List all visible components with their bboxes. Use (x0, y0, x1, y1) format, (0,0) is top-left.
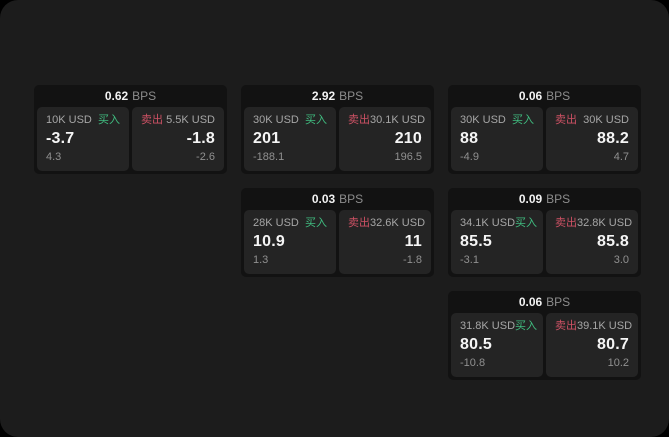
quote-card: 0.62 BPS 10K USD 买入 -3.7 4.3 卖出 5.5K USD (34, 85, 227, 174)
sell-panel[interactable]: 卖出 39.1K USD 80.7 10.2 (546, 313, 638, 377)
quote-panels: 10K USD 买入 -3.7 4.3 卖出 5.5K USD -1.8 -2.… (37, 107, 224, 171)
sell-price: 11 (404, 233, 422, 250)
buy-side-label: 买入 (305, 217, 327, 229)
card-header: 0.06 BPS (451, 291, 638, 313)
buy-delta: -10.8 (460, 357, 486, 369)
sell-side-label: 卖出 (555, 320, 577, 332)
sell-side-label: 卖出 (348, 217, 370, 229)
spread-value: 0.09 (518, 192, 543, 206)
buy-notional: 31.8K USD (460, 320, 516, 332)
buy-panel[interactable]: 30K USD 买入 88 -4.9 (451, 107, 543, 171)
card-header: 0.62 BPS (37, 85, 224, 107)
card-header: 0.03 BPS (244, 188, 431, 210)
buy-panel[interactable]: 30K USD 买入 201 -188.1 (244, 107, 336, 171)
buy-panel[interactable]: 31.8K USD 买入 80.5 -10.8 (451, 313, 543, 377)
quote-card: 0.03 BPS 28K USD 买入 10.9 1.3 卖出 32.6K US… (241, 188, 434, 277)
spread-value: 0.06 (518, 89, 543, 103)
buy-side-label: 买入 (515, 320, 538, 332)
spread-value: 0.62 (104, 89, 129, 103)
buy-delta: 4.3 (46, 151, 62, 163)
buy-price: 88 (460, 130, 479, 147)
sell-panel[interactable]: 卖出 30K USD 88.2 4.7 (546, 107, 638, 171)
sell-delta: 3.0 (613, 254, 629, 266)
quote-panels: 30K USD 买入 88 -4.9 卖出 30K USD 88.2 4.7 (451, 107, 638, 171)
sell-price: -1.8 (186, 130, 215, 147)
buy-price: 201 (253, 130, 281, 147)
buy-panel[interactable]: 34.1K USD 买入 85.5 -3.1 (451, 210, 543, 274)
card-header: 0.06 BPS (451, 85, 638, 107)
quote-card: 0.06 BPS 30K USD 买入 88 -4.9 卖出 30K USD (448, 85, 641, 174)
sell-notional: 30.1K USD (370, 114, 426, 126)
buy-price: 10.9 (253, 233, 285, 250)
spread-value: 0.06 (518, 295, 543, 309)
sell-notional: 32.6K USD (370, 217, 426, 229)
spread-value: 0.03 (311, 192, 336, 206)
buy-delta: -3.1 (460, 254, 479, 266)
sell-side-label: 卖出 (348, 114, 370, 126)
sell-notional: 30K USD (583, 114, 629, 126)
buy-side-label: 买入 (305, 114, 327, 126)
spread-unit-label: BPS (546, 192, 571, 206)
sell-panel[interactable]: 卖出 32.6K USD 11 -1.8 (339, 210, 431, 274)
buy-panel[interactable]: 28K USD 买入 10.9 1.3 (244, 210, 336, 274)
buy-panel[interactable]: 10K USD 买入 -3.7 4.3 (37, 107, 129, 171)
spread-value: 2.92 (311, 89, 336, 103)
quote-card: 0.09 BPS 34.1K USD 买入 85.5 -3.1 卖出 32.8K… (448, 188, 641, 277)
buy-delta: -188.1 (253, 151, 285, 163)
quote-panels: 28K USD 买入 10.9 1.3 卖出 32.6K USD 11 -1.8 (244, 210, 431, 274)
buy-side-label: 买入 (98, 114, 120, 126)
quote-panels: 31.8K USD 买入 80.5 -10.8 卖出 39.1K USD 80.… (451, 313, 638, 377)
buy-side-label: 买入 (515, 217, 538, 229)
spread-unit-label: BPS (339, 192, 364, 206)
sell-delta: -1.8 (403, 254, 422, 266)
sell-delta: 4.7 (613, 151, 629, 163)
buy-price: -3.7 (46, 130, 75, 147)
spread-unit-label: BPS (339, 89, 364, 103)
spread-unit-label: BPS (546, 89, 571, 103)
card-header: 2.92 BPS (244, 85, 431, 107)
buy-notional: 10K USD (46, 114, 92, 126)
sell-panel[interactable]: 卖出 5.5K USD -1.8 -2.6 (132, 107, 224, 171)
quote-panels: 30K USD 买入 201 -188.1 卖出 30.1K USD 210 1… (244, 107, 431, 171)
sell-price: 85.8 (597, 233, 629, 250)
sell-price: 88.2 (597, 130, 629, 147)
sell-delta: 10.2 (607, 357, 629, 369)
quote-card: 2.92 BPS 30K USD 买入 201 -188.1 卖出 30.1K … (241, 85, 434, 174)
buy-price: 80.5 (460, 336, 492, 353)
buy-delta: -4.9 (460, 151, 479, 163)
sell-price: 210 (394, 130, 422, 147)
buy-delta: 1.3 (253, 254, 269, 266)
quote-panels: 34.1K USD 买入 85.5 -3.1 卖出 32.8K USD 85.8… (451, 210, 638, 274)
buy-notional: 34.1K USD (460, 217, 516, 229)
buy-side-label: 买入 (512, 114, 534, 126)
sell-side-label: 卖出 (555, 217, 577, 229)
spread-unit-label: BPS (546, 295, 571, 309)
buy-notional: 28K USD (253, 217, 299, 229)
sell-price: 80.7 (597, 336, 629, 353)
spread-unit-label: BPS (132, 89, 157, 103)
sell-delta: 196.5 (394, 151, 422, 163)
buy-price: 85.5 (460, 233, 492, 250)
sell-notional: 5.5K USD (166, 114, 215, 126)
quote-cards-grid: 0.62 BPS 10K USD 买入 -3.7 4.3 卖出 5.5K USD (34, 85, 641, 380)
sell-side-label: 卖出 (141, 114, 163, 126)
sell-delta: -2.6 (196, 151, 215, 163)
sell-side-label: 卖出 (555, 114, 577, 126)
sell-notional: 39.1K USD (577, 320, 633, 332)
sell-panel[interactable]: 卖出 32.8K USD 85.8 3.0 (546, 210, 638, 274)
sell-panel[interactable]: 卖出 30.1K USD 210 196.5 (339, 107, 431, 171)
card-header: 0.09 BPS (451, 188, 638, 210)
sell-notional: 32.8K USD (577, 217, 633, 229)
quote-card: 0.06 BPS 31.8K USD 买入 80.5 -10.8 卖出 39.1… (448, 291, 641, 380)
buy-notional: 30K USD (253, 114, 299, 126)
buy-notional: 30K USD (460, 114, 506, 126)
